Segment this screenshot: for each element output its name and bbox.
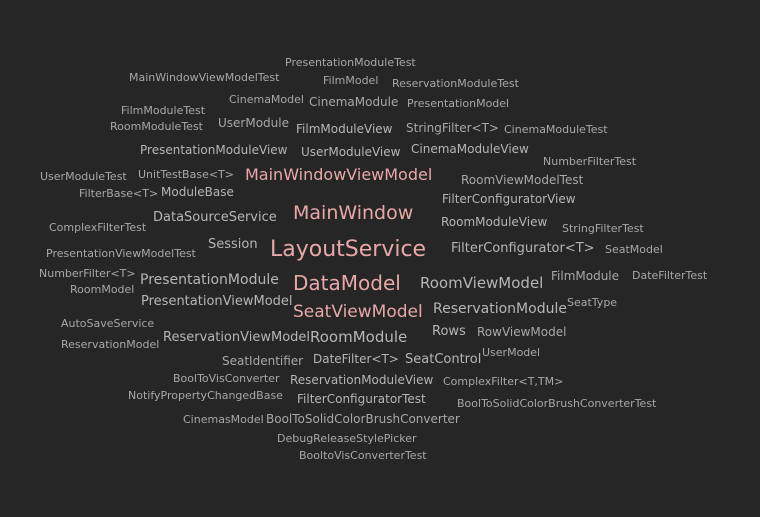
word-filterconfigurator-t[interactable]: FilterConfigurator<T>	[451, 241, 595, 256]
word-usermodule[interactable]: UserModule	[218, 116, 289, 130]
word-complexfilter-t-tm[interactable]: ComplexFilter<T,TM>	[443, 375, 564, 388]
word-seatviewmodel[interactable]: SeatViewModel	[293, 302, 423, 322]
word-seatidentifier[interactable]: SeatIdentifier	[222, 354, 304, 368]
word-seatmodel[interactable]: SeatModel	[605, 243, 663, 256]
word-numberfilter-t[interactable]: NumberFilter<T>	[39, 267, 136, 280]
word-booltovisconvertertest[interactable]: BooltoVisConverterTest	[299, 449, 427, 462]
word-roommodule[interactable]: RoomModule	[310, 328, 408, 346]
word-usermoduletest[interactable]: UserModuleTest	[40, 170, 127, 183]
word-roomviewmodel[interactable]: RoomViewModel	[420, 274, 544, 292]
word-presentationmoduleview[interactable]: PresentationModuleView	[140, 143, 288, 157]
word-rows[interactable]: Rows	[432, 324, 466, 339]
word-mainwindowviewmodeltest[interactable]: MainWindowViewModelTest	[129, 71, 280, 84]
word-cinemamoduleview[interactable]: CinemaModuleView	[411, 142, 529, 156]
word-presentationmodule[interactable]: PresentationModule	[140, 272, 279, 288]
word-complexfiltertest[interactable]: ComplexFilterTest	[49, 221, 147, 234]
word-roommodel[interactable]: RoomModel	[70, 283, 135, 296]
word-seattype[interactable]: SeatType	[567, 296, 618, 309]
word-usermoduleview[interactable]: UserModuleView	[301, 145, 401, 159]
word-mainwindow[interactable]: MainWindow	[293, 202, 414, 224]
word-session[interactable]: Session	[208, 237, 258, 252]
word-unittestbase-t[interactable]: UnitTestBase<T>	[138, 168, 234, 181]
word-debugreleasestylepicker[interactable]: DebugReleaseStylePicker	[277, 432, 417, 445]
word-roomviewmodeltest[interactable]: RoomViewModelTest	[461, 173, 584, 187]
word-booltosolidcolorbrushconverter[interactable]: BoolToSolidColorBrushConverter	[266, 412, 460, 426]
word-cinemamoduletest[interactable]: CinemaModuleTest	[504, 123, 608, 136]
word-presentationmodel[interactable]: PresentationModel	[407, 97, 510, 110]
word-modulebase[interactable]: ModuleBase	[161, 185, 234, 199]
word-cinemasmodel[interactable]: CinemasModel	[183, 413, 264, 426]
word-booltovisconverter[interactable]: BoolToVisConverter	[173, 372, 280, 385]
word-stringfilter-t[interactable]: StringFilter<T>	[406, 121, 499, 135]
word-cinemamodel[interactable]: CinemaModel	[229, 93, 304, 106]
word-notifypropertychangedbase[interactable]: NotifyPropertyChangedBase	[128, 389, 283, 402]
word-presentationviewmodeltest[interactable]: PresentationViewModelTest	[46, 247, 196, 260]
word-presentationviewmodel[interactable]: PresentationViewModel	[141, 294, 293, 309]
word-filmmoduleview[interactable]: FilmModuleView	[296, 122, 393, 136]
word-rowviewmodel[interactable]: RowViewModel	[477, 325, 567, 339]
word-reservationviewmodel[interactable]: ReservationViewModel	[163, 330, 311, 345]
word-cinemamodule[interactable]: CinemaModule	[309, 95, 399, 109]
word-filmmodel[interactable]: FilmModel	[323, 74, 379, 87]
word-filterconfiguratorview[interactable]: FilterConfiguratorView	[442, 192, 576, 206]
word-reservationmodel[interactable]: ReservationModel	[61, 338, 160, 351]
word-reservationmodule[interactable]: ReservationModule	[433, 301, 567, 317]
word-mainwindowviewmodel[interactable]: MainWindowViewModel	[245, 165, 433, 184]
word-datefilter-t[interactable]: DateFilter<T>	[313, 352, 399, 366]
word-autosaveservice[interactable]: AutoSaveService	[61, 317, 155, 330]
word-filterconfiguratortest[interactable]: FilterConfiguratorTest	[297, 392, 426, 406]
word-filterbase-t[interactable]: FilterBase<T>	[79, 187, 159, 200]
word-datefiltertest[interactable]: DateFilterTest	[632, 269, 708, 282]
word-filmmoduletest[interactable]: FilmModuleTest	[121, 104, 206, 117]
word-reservationmoduletest[interactable]: ReservationModuleTest	[392, 77, 519, 90]
word-roommoduleview[interactable]: RoomModuleView	[441, 215, 548, 229]
word-usermodel[interactable]: UserModel	[482, 346, 541, 359]
word-filmmodule[interactable]: FilmModule	[551, 269, 620, 283]
word-roommoduletest[interactable]: RoomModuleTest	[110, 120, 203, 133]
word-datamodel[interactable]: DataModel	[293, 271, 401, 295]
word-seatcontrol[interactable]: SeatControl	[405, 352, 482, 367]
word-presentationmoduletest[interactable]: PresentationModuleTest	[285, 56, 416, 69]
word-datasourceservice[interactable]: DataSourceService	[153, 210, 277, 225]
word-numberfiltertest[interactable]: NumberFilterTest	[543, 155, 637, 168]
word-stringfiltertest[interactable]: StringFilterTest	[562, 222, 644, 235]
word-reservationmoduleview[interactable]: ReservationModuleView	[290, 373, 434, 387]
word-booltosolidcolorbrushconvertertest[interactable]: BoolToSolidColorBrushConverterTest	[457, 397, 657, 410]
word-layoutservice[interactable]: LayoutService	[270, 237, 427, 262]
